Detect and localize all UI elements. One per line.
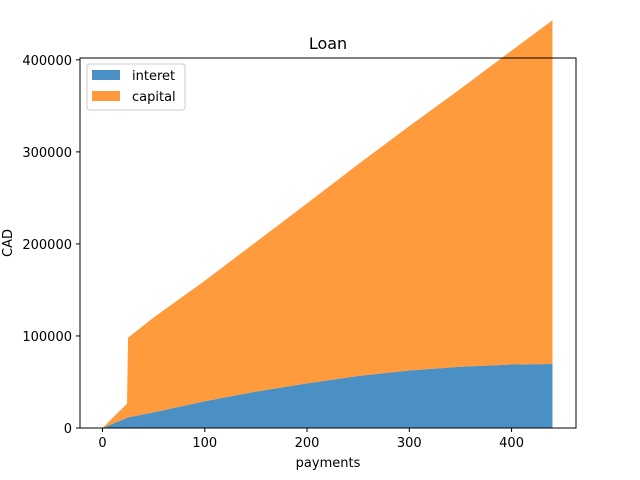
x-tick-label: 100 xyxy=(192,436,217,451)
x-axis: 0 100 200 300 400 xyxy=(98,428,524,451)
legend-label-capital: capital xyxy=(132,90,176,105)
x-axis-label: payments xyxy=(296,456,361,471)
x-tick-label: 0 xyxy=(98,436,106,451)
legend-swatch-interet xyxy=(92,70,120,80)
y-axis: 0 100000 200000 300000 400000 xyxy=(22,54,80,437)
y-tick-label: 100000 xyxy=(22,330,72,345)
chart-title: Loan xyxy=(309,34,347,53)
legend-label-interet: interet xyxy=(132,69,175,84)
area-interet xyxy=(102,364,553,428)
x-tick-label: 400 xyxy=(499,436,524,451)
y-axis-label: CAD xyxy=(1,229,16,257)
x-tick-label: 300 xyxy=(397,436,422,451)
legend: interet capital xyxy=(86,63,186,111)
y-tick-label: 0 xyxy=(64,422,72,437)
area-capital xyxy=(102,20,553,428)
plot-frame xyxy=(79,57,577,429)
area-layer xyxy=(102,20,553,428)
y-tick-label: 300000 xyxy=(22,146,72,161)
x-tick-label: 200 xyxy=(295,436,320,451)
y-tick-label: 200000 xyxy=(22,238,72,253)
y-tick-label: 400000 xyxy=(22,54,72,69)
legend-swatch-capital xyxy=(92,91,120,101)
